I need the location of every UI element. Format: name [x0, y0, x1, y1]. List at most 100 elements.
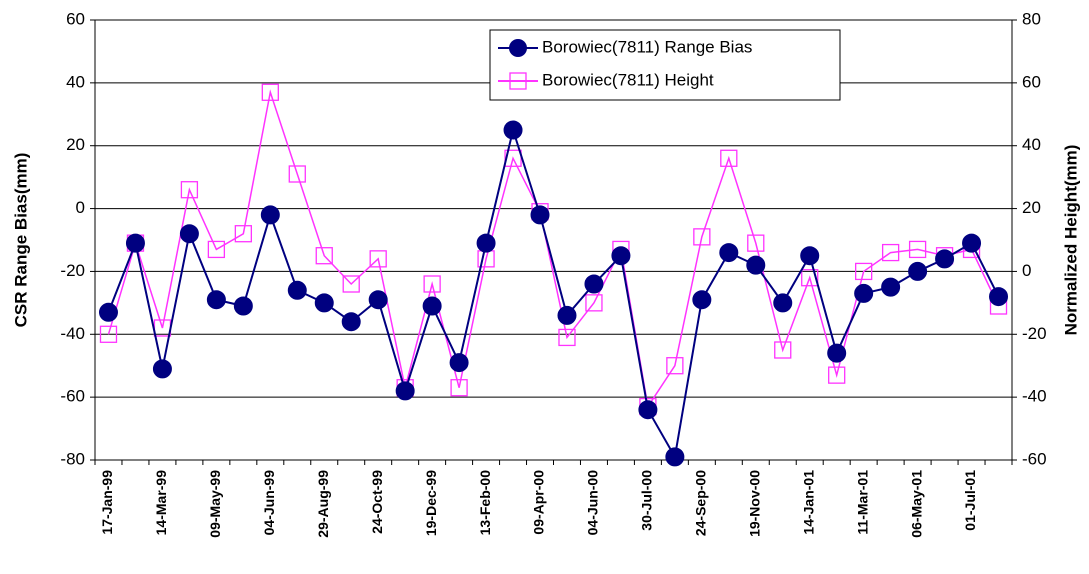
- data-point: [855, 262, 873, 281]
- y-tick-label: -20: [60, 261, 85, 280]
- x-tick-label: 09-May-99: [207, 470, 223, 538]
- data-point: [449, 353, 469, 373]
- data-point: [935, 249, 955, 269]
- data-point: [720, 149, 738, 167]
- x-tick-label: 09-Apr-00: [531, 470, 547, 535]
- x-tick-label: 04-Jun-00: [585, 470, 601, 536]
- data-point: [369, 250, 387, 268]
- y-tick-label: -60: [60, 387, 85, 406]
- data-point: [234, 225, 252, 243]
- data-point: [584, 274, 604, 294]
- data-point: [746, 255, 766, 275]
- data-point: [260, 205, 280, 225]
- data-point: [233, 296, 253, 316]
- data-point: [800, 246, 820, 266]
- data-point: [125, 233, 145, 253]
- x-tick-label: 06-May-01: [908, 470, 924, 538]
- legend-marker: [509, 39, 527, 57]
- data-point: [666, 357, 684, 375]
- data-point: [315, 247, 333, 265]
- y2-tick-label: -20: [1022, 324, 1047, 343]
- y-tick-label: 0: [76, 198, 85, 217]
- data-point: [693, 228, 711, 246]
- y2-tick-label: 40: [1022, 135, 1041, 154]
- y-axis-title: CSR Range Bias(mm): [11, 153, 30, 328]
- data-point: [530, 205, 550, 225]
- series-line: [107, 126, 1000, 460]
- data-point: [179, 224, 199, 244]
- data-point: [585, 294, 603, 312]
- data-point: [881, 243, 900, 262]
- y2-tick-label: 60: [1022, 72, 1041, 91]
- x-tick-label: 29-Aug-99: [315, 470, 331, 538]
- data-point: [287, 280, 307, 300]
- x-tick-label: 13-Feb-00: [477, 470, 493, 536]
- data-point: [692, 290, 712, 310]
- data-point: [450, 379, 468, 397]
- data-point: [503, 120, 523, 140]
- data-point: [747, 234, 765, 252]
- data-point: [854, 283, 874, 303]
- x-tick-label: 14-Mar-99: [153, 470, 169, 536]
- x-tick-label: 24-Oct-99: [369, 470, 385, 534]
- series-line: [107, 89, 1000, 409]
- data-point: [827, 343, 847, 363]
- data-point: [261, 83, 279, 101]
- data-point: [908, 240, 927, 259]
- data-point: [314, 293, 334, 313]
- data-point: [989, 287, 1009, 307]
- data-point: [881, 277, 901, 297]
- y2-axis-title: Normalized Height(mm): [1061, 145, 1080, 336]
- legend-label: Borowiec(7811) Height: [542, 70, 714, 89]
- data-point: [719, 243, 739, 263]
- data-point: [773, 293, 793, 313]
- x-tick-label: 17-Jan-99: [99, 470, 115, 535]
- data-point: [908, 261, 928, 281]
- x-tick-label: 30-Jul-00: [639, 470, 655, 531]
- y2-tick-label: -60: [1022, 449, 1047, 468]
- x-tick-label: 04-Jun-99: [261, 470, 277, 536]
- y-tick-label: -40: [60, 324, 85, 343]
- data-point: [422, 296, 442, 316]
- data-point: [180, 181, 199, 199]
- data-point: [288, 165, 306, 183]
- data-point: [962, 233, 982, 253]
- y2-tick-label: -40: [1022, 387, 1047, 406]
- data-point: [476, 233, 496, 253]
- y2-tick-label: 80: [1022, 9, 1041, 28]
- data-point: [368, 290, 388, 310]
- y-tick-label: 40: [66, 72, 85, 91]
- data-point: [152, 359, 172, 379]
- data-point: [423, 275, 441, 293]
- x-tick-label: 01-Jul-01: [962, 470, 978, 531]
- x-tick-label: 19-Dec-99: [423, 470, 439, 536]
- x-tick-label: 14-Jan-01: [800, 470, 816, 535]
- x-tick-label: 11-Mar-01: [854, 470, 870, 535]
- data-point: [611, 246, 631, 266]
- data-point: [665, 447, 685, 467]
- data-point: [558, 328, 576, 347]
- data-point: [341, 312, 361, 332]
- legend-marker: [509, 72, 527, 90]
- y2-tick-label: 20: [1022, 198, 1041, 217]
- data-point: [557, 305, 577, 325]
- legend-box: [489, 29, 841, 101]
- data-point: [638, 400, 658, 420]
- data-point: [395, 381, 415, 401]
- data-point: [828, 366, 846, 384]
- data-point: [207, 240, 226, 259]
- x-tick-label: 24-Sep-00: [693, 470, 709, 536]
- x-tick-label: 19-Nov-00: [746, 470, 762, 537]
- y-tick-label: 60: [66, 9, 85, 28]
- data-point: [98, 302, 118, 322]
- y-tick-label: 20: [66, 135, 85, 154]
- data-point: [774, 341, 792, 359]
- data-point: [99, 325, 118, 343]
- data-point: [801, 269, 819, 287]
- y2-tick-label: 0: [1022, 261, 1031, 280]
- data-point: [206, 290, 226, 310]
- y-tick-label: -80: [60, 449, 85, 468]
- legend-label: Borowiec(7811) Range Bias: [542, 37, 752, 56]
- data-point: [342, 275, 360, 293]
